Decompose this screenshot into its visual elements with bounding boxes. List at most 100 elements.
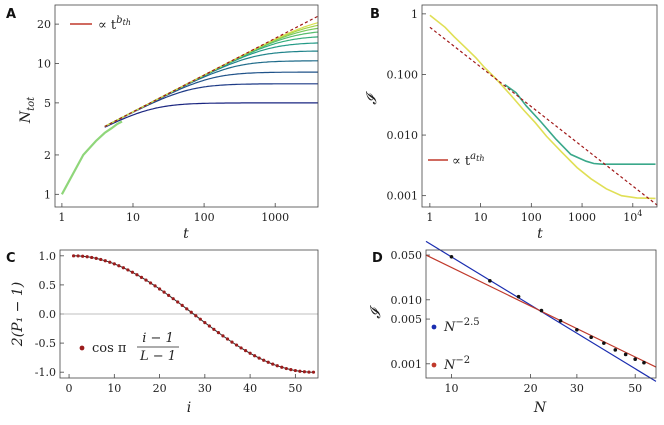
panel-b-xtick-label-1: 10 <box>474 211 488 224</box>
panel-c-ytick-label-2: 0.0 <box>39 308 57 321</box>
panel-b-ytick-label-2: 0.010 <box>387 129 419 142</box>
panel-c: C 0 10 20 30 40 50 1.0 0.5 0.0 -0.5 -1.0 cos π i −… <box>6 249 319 416</box>
panel-c-point-24 <box>176 300 180 304</box>
panel-c-xtick-label-5: 50 <box>288 382 302 395</box>
panel-c-point-43 <box>262 358 266 362</box>
panel-c-point-42 <box>257 356 261 360</box>
panel-d-point-4 <box>558 318 563 323</box>
panel-a-letter: A <box>6 7 16 22</box>
panel-a-series-2 <box>104 71 318 128</box>
panel-b-series-teal <box>504 83 656 165</box>
panel-c-point-3 <box>81 254 85 258</box>
panel-d-legend-exp-1: −2 <box>455 355 470 366</box>
panel-c-point-44 <box>266 360 270 364</box>
panel-c-legend-numerator: i − 1 <box>142 331 174 346</box>
panel-a-xtick-label-2: 100 <box>194 211 215 224</box>
panel-d-legend-base-0: N <box>443 320 456 335</box>
panel-c-xtick-label-0: 0 <box>66 382 73 395</box>
panel-c-point-31 <box>207 324 211 328</box>
panel-d-point-2 <box>516 294 521 299</box>
panel-c-ytick-label-1: 0.5 <box>39 279 57 292</box>
panel-b-ytick-label-0: 1 <box>411 8 418 21</box>
panel-b-xtick-label-3: 1000 <box>568 211 596 224</box>
panel-d-legend: N−2.5 N−2 <box>431 317 480 373</box>
panel-d-point-9 <box>623 352 628 357</box>
panel-d-point-3 <box>539 308 544 313</box>
panel-b-ticks: 1 10 100 1000 104 1 0.100 0.010 0.001 <box>387 8 643 224</box>
panel-c-point-34 <box>221 334 225 338</box>
panel-b-legend: ∝ tath <box>428 151 485 169</box>
panel-b-series <box>429 14 658 206</box>
panel-c-point-38 <box>239 346 243 350</box>
panel-c-point-1 <box>71 254 76 258</box>
panel-c-point-18 <box>148 281 153 285</box>
panel-a-frame <box>54 4 319 208</box>
panel-a-ylabel: Ntot <box>18 96 37 124</box>
panel-c-point-14 <box>130 270 135 274</box>
panel-c-point-37 <box>234 343 239 347</box>
panel-a-legend-text: ∝ tbth <box>98 15 131 33</box>
panel-c-point-8 <box>103 259 107 263</box>
panel-c-point-40 <box>248 351 252 355</box>
panel-c-point-26 <box>185 307 189 311</box>
panel-c-legend-marker <box>79 345 85 351</box>
panel-c-point-30 <box>203 320 207 325</box>
panel-d-frame <box>425 249 657 379</box>
panel-d-xtick-label-1: 20 <box>524 382 538 395</box>
panel-a-ytick-label-1: 2 <box>44 149 51 162</box>
panel-d-xlabel: N <box>533 400 547 416</box>
panel-a-ytick-label-2: 5 <box>44 97 51 110</box>
panel-c-point-35 <box>225 337 230 341</box>
panel-c-point-17 <box>144 278 148 282</box>
panel-d-ylabel: 𝓘 <box>368 305 384 319</box>
panel-c-point-52 <box>302 370 307 374</box>
panel-b-ytick-label-3: 0.001 <box>387 190 419 203</box>
panel-c-point-15 <box>135 273 139 277</box>
panel-c-point-50 <box>293 368 297 373</box>
panel-b-series-yellow <box>429 14 656 200</box>
panel-b-legend-text: ∝ tath <box>452 151 485 169</box>
panel-d-point-5 <box>575 327 579 332</box>
panel-d-point-10 <box>633 357 637 362</box>
panel-a-ytick-label-3: 10 <box>37 57 51 70</box>
panel-d-letter: D <box>372 251 383 266</box>
panel-d-xtick-label-3: 50 <box>628 382 642 395</box>
panel-c-point-19 <box>153 284 157 288</box>
panel-d-legend-marker-1 <box>431 362 437 368</box>
panel-d-legend-marker-0 <box>431 324 437 330</box>
panel-c-point-2 <box>76 254 80 258</box>
panel-d-ticks: 10 20 30 50 0.050 0.010 0.005 0.001 <box>391 249 643 395</box>
panel-c-point-23 <box>171 297 175 301</box>
panel-b-legend-exp: a <box>470 151 476 162</box>
panel-d-xtick-label-2: 30 <box>570 382 584 395</box>
panel-c-point-32 <box>212 327 216 331</box>
panel-c-point-11 <box>117 264 121 268</box>
panel-d-legend-exp-0: −2.5 <box>455 317 479 328</box>
panel-c-point-27 <box>189 310 193 314</box>
panel-d-series <box>425 240 657 382</box>
panel-b-xtick-label-2: 100 <box>521 211 542 224</box>
panel-a-series-1 <box>104 83 318 128</box>
panel-c-point-13 <box>126 268 130 272</box>
panel-c-point-46 <box>275 364 279 368</box>
panel-b-frame <box>421 4 658 208</box>
panel-c-point-41 <box>253 354 257 358</box>
panel-a-xlabel: t <box>183 226 189 242</box>
panel-a-series-7 <box>104 31 319 128</box>
panel-a-fit-line <box>104 15 319 128</box>
panel-c-point-21 <box>162 290 166 294</box>
panel-b-xlabel: t <box>537 226 543 242</box>
panel-d-legend-text-1: N−2 <box>443 355 470 373</box>
panel-c-point-33 <box>216 331 221 335</box>
panel-c-xtick-label-3: 30 <box>198 382 212 395</box>
panel-c-legend-denominator: L − 1 <box>139 349 176 364</box>
panel-c-legend: cos π i − 1 L − 1 <box>79 331 179 364</box>
panel-c-point-47 <box>280 365 284 369</box>
panel-c-point-16 <box>139 275 144 279</box>
panel-b-legend-exp-sub: th <box>476 154 484 163</box>
panel-d-point-7 <box>602 341 606 345</box>
panel-d-ytick-label-2: 0.005 <box>391 313 423 326</box>
panel-c-xtick-label-1: 10 <box>107 382 121 395</box>
panel-a-ytick-label-0: 1 <box>44 188 51 201</box>
panel-b-ylabel: 𝓘 <box>364 91 380 105</box>
